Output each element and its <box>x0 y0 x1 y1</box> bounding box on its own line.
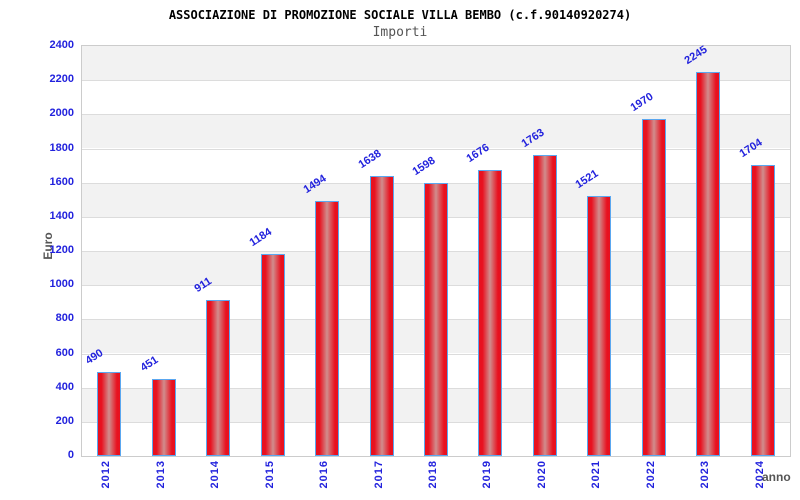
x-tick-label-2015: 2015 <box>263 460 276 489</box>
bar-2024 <box>750 164 775 456</box>
bar-2020 <box>532 154 557 456</box>
bar-2014 <box>206 300 231 456</box>
x-tick-label-2020: 2020 <box>535 460 548 489</box>
x-tick-label-2023: 2023 <box>699 460 712 489</box>
y-tick-label: 0 <box>67 449 74 461</box>
bar-2017 <box>369 176 394 456</box>
plot-band <box>82 80 790 115</box>
bar-2016 <box>315 200 340 456</box>
y-tick-label: 1000 <box>49 278 74 291</box>
x-tick-label-2022: 2022 <box>644 460 657 489</box>
y-tick-label: 2400 <box>49 39 74 51</box>
x-tick-label-2021: 2021 <box>590 460 603 489</box>
y-tick-label: 200 <box>55 414 74 427</box>
plot-area: 490 451 911 1184 1494 1638 1598 1676 1763 1521 197… <box>81 44 791 457</box>
bar-2023 <box>696 72 721 456</box>
x-tick-label-2014: 2014 <box>209 460 222 489</box>
y-tick-label: 1400 <box>49 209 74 222</box>
bar-2022 <box>641 119 666 456</box>
y-tick-label: 400 <box>55 380 74 393</box>
x-axis-title: anno <box>762 470 791 484</box>
bar-2019 <box>478 169 503 456</box>
y-tick-label: 2000 <box>49 107 74 120</box>
x-tick-label-2017: 2017 <box>372 460 385 489</box>
y-tick-label: 1800 <box>49 141 74 154</box>
gridline <box>82 80 790 82</box>
bar-2021 <box>587 196 612 456</box>
gridline <box>82 114 790 116</box>
bar-2018 <box>424 183 448 456</box>
plot-band <box>82 46 790 81</box>
chart-subtitle: Importi <box>372 25 428 40</box>
y-tick-label: 1600 <box>49 175 74 188</box>
x-tick-label-2012: 2012 <box>100 460 113 489</box>
x-tick-label-2018: 2018 <box>427 460 439 489</box>
x-tick-label-2013: 2013 <box>154 460 167 489</box>
gridline <box>82 148 790 150</box>
chart-title: ASSOCIAZIONE DI PROMOZIONE SOCIALE VILLA… <box>168 8 632 22</box>
y-tick-label: 2200 <box>49 73 74 86</box>
bar-2015 <box>260 253 285 456</box>
plot-band <box>82 148 790 183</box>
x-tick-label-2016: 2016 <box>318 460 331 489</box>
bar-2013 <box>151 378 176 456</box>
y-tick-label: 800 <box>55 312 74 325</box>
y-tick-label: 600 <box>55 346 74 359</box>
y-tick-label: 1200 <box>49 244 74 256</box>
x-tick-label-2019: 2019 <box>481 460 494 489</box>
plot-band <box>82 114 790 149</box>
bar-2012 <box>97 372 122 456</box>
